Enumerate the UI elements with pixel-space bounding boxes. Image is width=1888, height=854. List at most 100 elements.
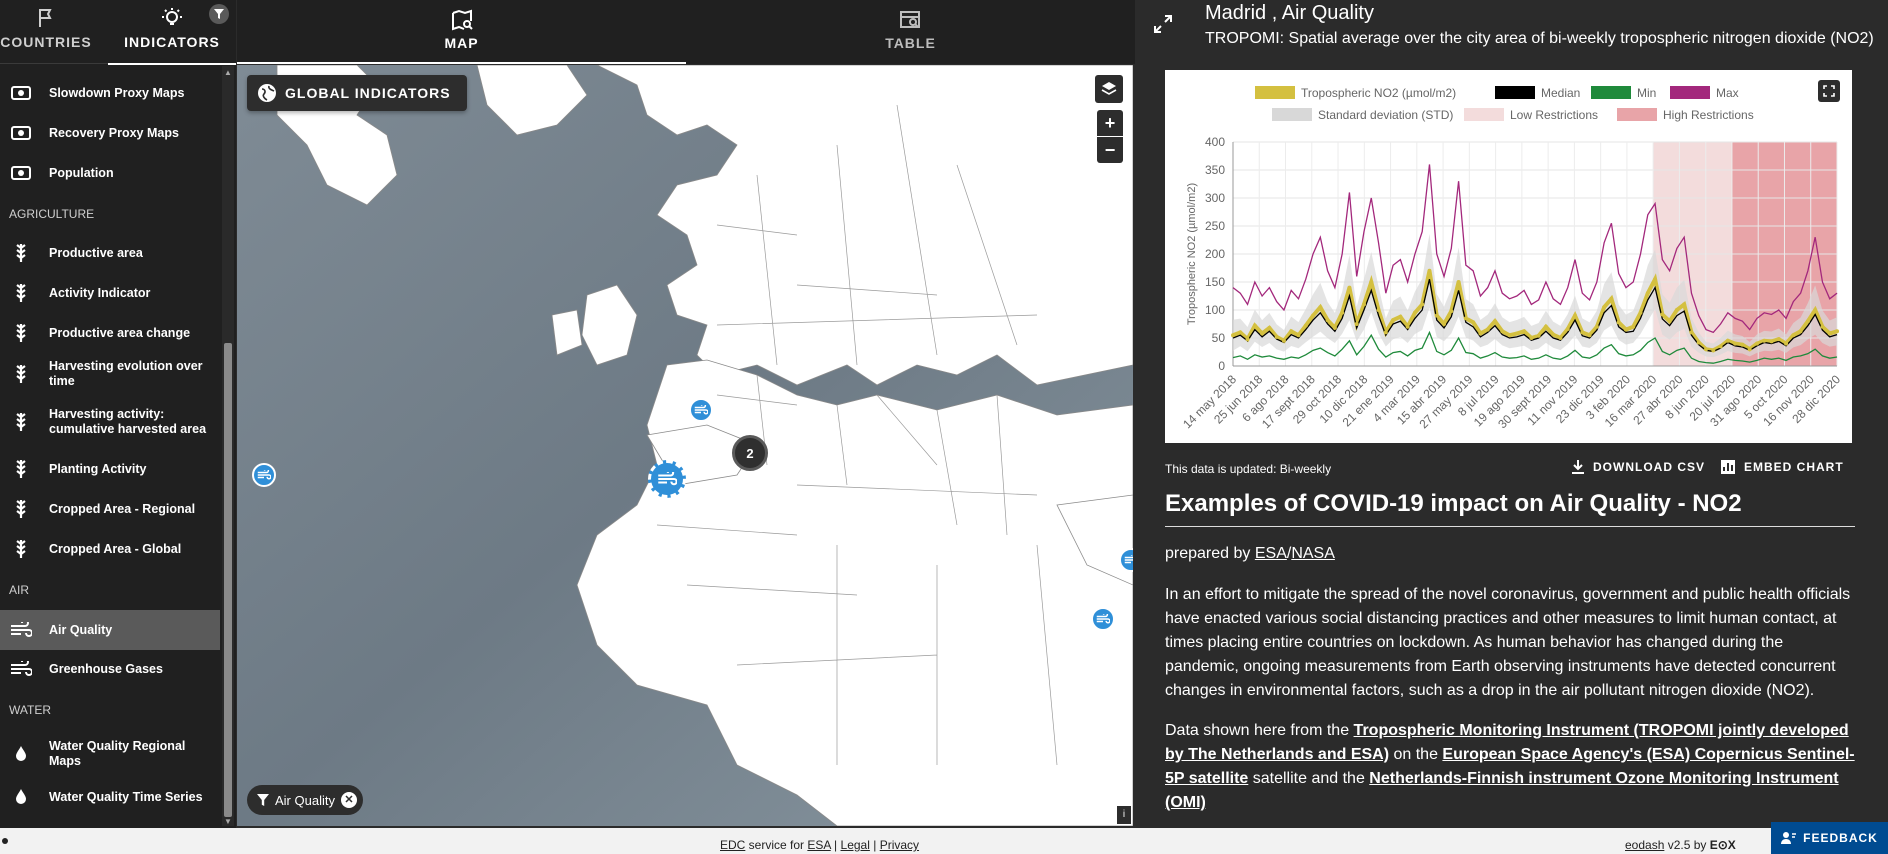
sidebar-item-label: Air Quality [49,622,113,637]
scroll-down-icon[interactable]: ▼ [224,817,232,826]
embed-chart-button[interactable]: EMBED CHART [1720,459,1844,475]
info-icon[interactable]: i [1117,806,1131,824]
map-marker-madrid-selected[interactable] [648,460,686,498]
filter-chip-label: Air Quality [275,792,335,808]
sidebar-item-slowdown-proxy-maps[interactable]: Slowdown Proxy Maps [0,80,220,106]
download-icon [1572,460,1584,474]
series-mean-point [1485,327,1490,332]
omi-link[interactable]: Netherlands-Finnish instrument Ozone Mon… [1165,770,1839,811]
map-view[interactable]: GLOBAL INDICATORS + − 2 Air Quality ✕ 31… [237,65,1133,826]
sidebar-item-harvesting-activity[interactable]: Harvesting activity: cumulative harveste… [0,404,220,440]
scroll-up-icon[interactable]: ▲ [224,68,232,77]
sidebar-item-harvesting-evolution[interactable]: Harvesting evolution over time [0,356,220,392]
series-mean-point [1267,325,1272,330]
layers-icon[interactable] [1095,75,1123,103]
series-mean-point [1303,323,1308,328]
series-mean-point [1260,331,1265,336]
tropomi-link[interactable]: Tropospheric Monitoring Instrument (TROP… [1165,722,1849,763]
series-mean-point [1573,313,1578,318]
wind-icon [694,405,708,415]
sidebar-item-water-quality-time-series[interactable]: Water Quality Time Series [0,784,220,810]
map-marker-air-quality[interactable] [1119,548,1133,572]
tab-map[interactable]: MAP [237,0,686,64]
wind-icon [658,472,677,486]
y-tick-label: 0 [1218,359,1225,373]
sidebar-item-air-quality[interactable]: Air Quality [0,610,220,650]
y-tick-label: 50 [1212,331,1226,345]
y-tick-label: 300 [1205,191,1225,205]
global-indicators-button[interactable]: GLOBAL INDICATORS [247,75,467,111]
tab-map-label: MAP [444,35,479,51]
series-mean-point [1689,330,1694,335]
map-marker-air-quality[interactable] [252,463,276,487]
legal-link[interactable]: Legal [840,838,870,852]
sidebar-item-recovery-proxy-maps[interactable]: Recovery Proxy Maps [0,120,220,146]
privacy-link[interactable]: Privacy [879,838,920,852]
fullscreen-icon[interactable] [1818,80,1840,102]
feedback-button[interactable]: FEEDBACK [1771,822,1888,854]
sidebar-item-label: Activity Indicator [49,285,151,300]
nasa-link[interactable]: NASA [1291,545,1335,562]
sidebar-item-activity-indicator[interactable]: Activity Indicator [0,280,220,306]
legend-label: Standard deviation (STD) [1318,108,1453,122]
sidebar-item-productive-area-change[interactable]: Productive area change [0,320,220,346]
edc-link[interactable]: EDC [720,838,746,852]
version-text: v2.5 by [1664,838,1710,852]
embed-chart-label: EMBED CHART [1744,460,1844,474]
series-mean-point [1551,332,1556,337]
map-marker-air-quality[interactable] [689,398,713,422]
eodash-link[interactable]: eodash [1625,838,1665,852]
tab-countries[interactable]: COUNTRIES [0,0,92,64]
eye-icon [10,122,32,144]
series-mean-point [1565,327,1570,332]
series-mean-point [1696,340,1701,345]
sidebar-item-cropped-area-regional[interactable]: Cropped Area - Regional [0,496,220,522]
sidebar-item-productive-area[interactable]: Productive area [0,240,220,266]
feedback-label: FEEDBACK [1803,831,1878,845]
panel-subtitle: TROPOMI: Spatial average over the city a… [1205,30,1874,47]
sidebar-item-cropped-area-global[interactable]: Cropped Area - Global [0,536,220,562]
series-mean-point [1500,329,1505,334]
y-tick-label: 150 [1205,275,1225,289]
expand-icon[interactable] [1153,14,1173,34]
filter-icon[interactable] [209,4,229,24]
series-mean-point [1725,338,1730,343]
esa-footer-link[interactable]: ESA [807,838,831,852]
series-mean-point [1238,330,1243,335]
series-mean-point [1529,336,1534,340]
zoom-in-button[interactable]: + [1097,110,1123,136]
sidebar-item-greenhouse-gases[interactable]: Greenhouse Gases [0,656,220,682]
sidebar-item-planting-activity[interactable]: Planting Activity [0,456,220,482]
download-csv-button[interactable]: DOWNLOAD CSV [1571,459,1705,475]
y-tick-label: 250 [1205,219,1225,233]
sidebar-item-water-quality-regional[interactable]: Water Quality Regional Maps [0,736,220,772]
eox-logo[interactable]: E⊙X [1709,838,1736,852]
tab-table[interactable]: TABLE [686,0,1135,64]
no2-chart[interactable]: Tropospheric NO2 (µmol/m2) Median Min Max St… [1165,70,1852,443]
tab-indicators[interactable]: INDICATORS [108,0,236,65]
flag-icon [39,9,52,27]
series-mean-point [1609,296,1614,301]
sidebar-item-label: Water Quality Time Series [49,789,203,804]
sidebar-item-population[interactable]: Population [0,160,220,186]
sidebar-scrollbar[interactable]: ▲ ▼ [222,66,234,826]
scroll-thumb[interactable] [224,343,232,817]
series-mean-point [1704,347,1709,352]
sidebar-item-label: Greenhouse Gases [49,661,163,676]
globe-icon [258,84,276,102]
wheat-icon [10,538,32,560]
filter-chip[interactable]: Air Quality ✕ [247,785,363,815]
footer: EDC service for ESA | Legal | Privacy eo… [0,822,1888,854]
legend-swatch [1272,108,1312,121]
wind-icon [257,470,271,480]
map-marker-air-quality[interactable] [1091,607,1115,631]
article-heading: Examples of COVID-19 impact on Air Quali… [1165,490,1855,527]
theme-toggle-icon[interactable] [0,836,10,846]
zoom-out-button[interactable]: − [1097,137,1123,163]
map-cluster[interactable]: 2 [732,435,768,471]
map-tabs: MAP TABLE [237,0,1135,64]
sentinel-5p-link[interactable]: European Space Agency's (ESA) Copernicus… [1165,746,1855,787]
esa-link[interactable]: ESA [1254,545,1287,562]
close-icon[interactable]: ✕ [340,792,357,808]
series-mean-point [1638,310,1643,315]
